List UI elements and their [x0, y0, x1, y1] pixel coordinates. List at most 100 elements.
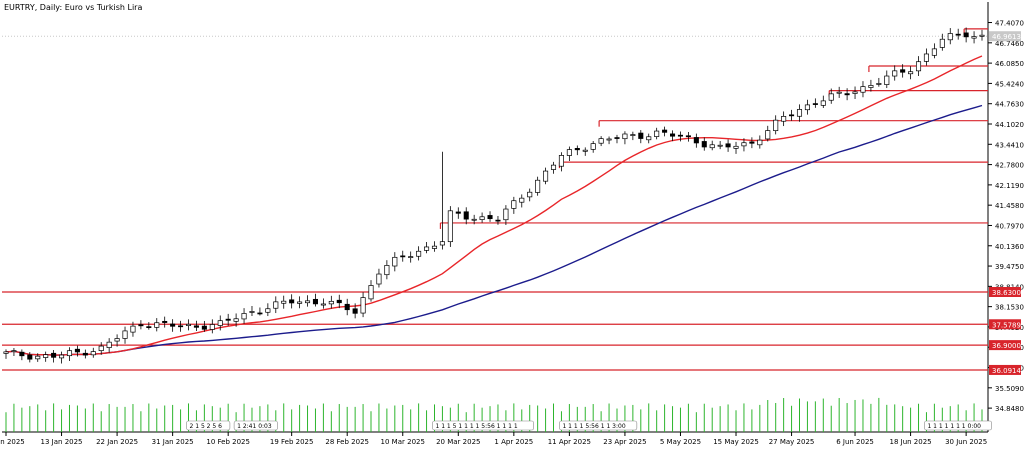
candle-body	[717, 144, 723, 147]
slow-moving-average-line	[5, 104, 983, 356]
candle-body	[146, 326, 152, 328]
candle-body	[27, 354, 33, 360]
y-tick-label: 42.1190	[995, 182, 1024, 190]
candle-body	[352, 308, 358, 314]
y-tick-label: 40.1360	[995, 243, 1024, 251]
candle-body	[963, 32, 969, 38]
candle-body	[225, 318, 231, 321]
candle-body	[606, 138, 612, 141]
x-tick-label: 1 Apr 2025	[494, 438, 533, 446]
candle-body	[320, 303, 326, 306]
candle-body	[360, 297, 366, 314]
candle-body	[789, 114, 795, 117]
candle-body	[590, 143, 596, 150]
candle-body	[749, 141, 755, 144]
price-tag-label: 38.6300	[992, 289, 1021, 297]
candle-body	[297, 301, 303, 304]
candle-body	[630, 134, 636, 136]
candle-body	[122, 330, 128, 339]
candle-body	[931, 48, 937, 56]
y-tick-label: 41.4580	[995, 202, 1024, 210]
y-tick-label: 40.7970	[995, 222, 1024, 230]
candle-body	[955, 33, 961, 36]
candle-body	[503, 208, 509, 221]
candle-body	[852, 91, 858, 94]
candle-body	[193, 325, 199, 328]
candle-body	[217, 320, 223, 326]
x-tick-label: 18 Jun 2025	[890, 438, 932, 446]
candle-body	[971, 36, 977, 39]
candle-body	[273, 301, 279, 309]
volume-time-tag-label: 1 1 1 1 5:56 1 1 3:00	[562, 423, 625, 430]
candle-body	[685, 135, 691, 138]
y-tick-label: 42.7800	[995, 162, 1024, 170]
candle-body	[304, 300, 311, 304]
price-tag	[989, 340, 1021, 351]
volume-time-tag-label: 1 1 1 5 1 1 1 1 5:56 1 1 1 1	[435, 423, 517, 430]
candle-body	[543, 170, 549, 182]
candle-body	[582, 149, 588, 152]
candle-body	[741, 142, 747, 147]
candle-body	[709, 144, 715, 149]
volume-time-tag	[233, 420, 278, 431]
candle-body	[487, 215, 493, 220]
candle-body	[781, 116, 787, 122]
candle-body	[812, 103, 818, 105]
volume-time-tag-label: 1 1 1 1 1 1 1 0:00	[927, 423, 981, 430]
candle-body	[162, 320, 168, 323]
volume-time-tag	[432, 420, 534, 431]
y-tick-label: 47.4070	[995, 20, 1024, 28]
volume-time-tag	[186, 420, 231, 431]
candle-body	[154, 322, 160, 328]
candle-body	[336, 299, 342, 304]
x-tick-label: 22 Jan 2025	[96, 438, 138, 446]
candle-body	[598, 138, 604, 144]
candle-body	[566, 149, 572, 156]
y-tick-label: 43.4410	[995, 141, 1024, 149]
candle-body	[3, 351, 9, 354]
candle-body	[43, 354, 49, 358]
y-tick-label: 39.4750	[995, 263, 1024, 271]
volume-time-tag	[924, 420, 992, 431]
candle-body	[820, 100, 826, 106]
candle-body	[201, 325, 207, 330]
candle-body	[241, 313, 247, 320]
candle-body	[249, 311, 255, 313]
candle-body	[519, 197, 525, 203]
candle-body	[900, 69, 906, 73]
x-tick-label: 6 Jun 2025	[836, 438, 874, 446]
candle-body	[257, 312, 263, 315]
candle-body	[51, 352, 57, 358]
candle-body	[392, 256, 398, 267]
x-tick-label: 27 May 2025	[769, 438, 815, 446]
candle-body	[923, 53, 929, 62]
candle-body	[693, 137, 699, 144]
x-tick-label: 11 Apr 2025	[548, 438, 591, 446]
candle-body	[804, 104, 810, 111]
candle-body	[836, 91, 842, 94]
candle-body	[860, 86, 866, 93]
candle-body	[11, 350, 17, 352]
candle-body	[431, 245, 438, 249]
candle-body	[725, 143, 731, 148]
x-tick-label: 30 Jun 2025	[945, 438, 987, 446]
candle-body	[511, 200, 517, 209]
candle-body	[622, 133, 628, 140]
y-tick-label: 46.7460	[995, 40, 1024, 48]
candle-body	[59, 354, 65, 359]
candle-body	[178, 325, 184, 328]
candle-body	[98, 345, 104, 352]
candle-body	[447, 210, 453, 243]
candle-body	[19, 351, 25, 357]
last-price-tag	[989, 31, 1021, 42]
candle-body	[400, 255, 406, 258]
candle-body	[35, 355, 41, 360]
candle-body	[765, 130, 771, 140]
candle-body	[312, 298, 318, 305]
price-tag	[989, 364, 1021, 375]
candle-body	[550, 164, 557, 170]
candle-body	[677, 134, 684, 137]
candle-body	[638, 132, 644, 139]
